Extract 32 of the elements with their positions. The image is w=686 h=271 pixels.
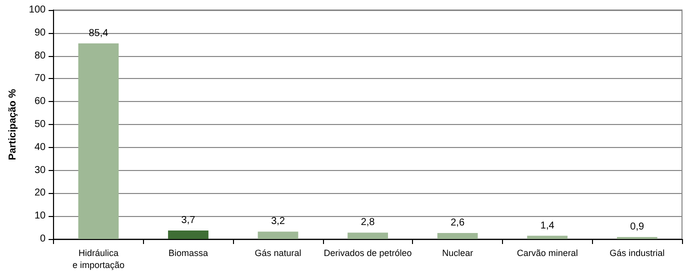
x-tick-label: Nuclear bbox=[442, 248, 474, 258]
data-label: 3,7 bbox=[181, 215, 196, 226]
x-tick-label: Biomassa bbox=[168, 248, 208, 258]
y-tick-label: 40 bbox=[34, 142, 46, 153]
y-tick-label: 80 bbox=[34, 50, 46, 62]
y-tick-label: 50 bbox=[34, 119, 46, 130]
x-tick-label: Carvão mineral bbox=[516, 248, 578, 258]
y-tick-label: 20 bbox=[34, 188, 46, 199]
x-tick-label: Gás natural bbox=[254, 248, 302, 258]
bar bbox=[168, 230, 208, 239]
x-tick-label: Gás industrial bbox=[610, 248, 665, 258]
data-label: 3,2 bbox=[271, 216, 286, 228]
data-label: 2,8 bbox=[360, 217, 376, 228]
data-label: 0,9 bbox=[630, 221, 644, 232]
bar bbox=[258, 232, 298, 239]
bar bbox=[437, 233, 478, 239]
data-label: 1,4 bbox=[540, 220, 555, 232]
bar bbox=[527, 236, 568, 239]
y-tick-label: 60 bbox=[34, 96, 46, 108]
bar bbox=[348, 232, 388, 239]
y-tick-label: 10 bbox=[34, 210, 46, 222]
x-tick-label: Hidráulica e importação bbox=[72, 248, 124, 270]
y-axis-title: Participação % bbox=[8, 88, 18, 160]
y-tick-label: 90 bbox=[34, 27, 46, 38]
x-tick-label: Derivados de petróleo bbox=[324, 248, 412, 258]
y-tick-label: 0 bbox=[40, 234, 46, 244]
y-tick-label: 100 bbox=[28, 4, 46, 16]
bar bbox=[78, 43, 119, 239]
y-tick-label: 70 bbox=[34, 73, 46, 84]
data-label: 2,6 bbox=[450, 218, 465, 229]
data-label: 85,4 bbox=[88, 28, 109, 39]
y-tick-label: 30 bbox=[34, 164, 46, 176]
